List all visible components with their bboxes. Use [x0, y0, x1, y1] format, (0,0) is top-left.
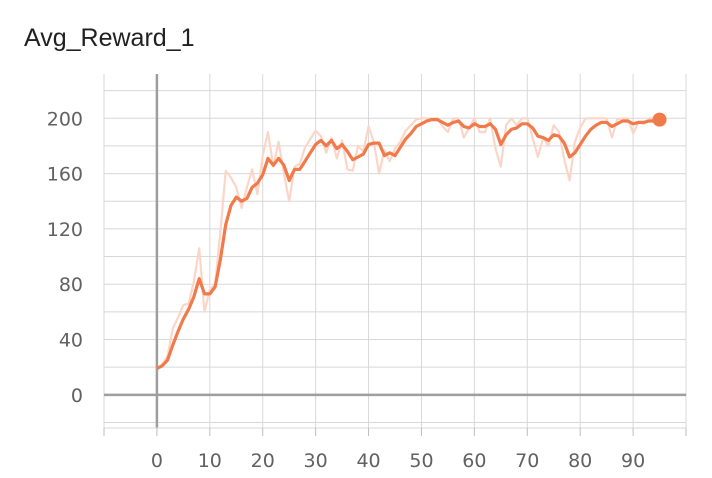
- x-tick-label: 80: [568, 450, 592, 472]
- x-tick-label: 90: [621, 450, 645, 472]
- x-tick-label: 10: [198, 450, 222, 472]
- y-tick-label: 80: [59, 274, 83, 296]
- x-tick-label: 40: [356, 450, 380, 472]
- x-tick-label: 60: [462, 450, 486, 472]
- chart-title: Avg_Reward_1: [24, 24, 195, 52]
- smoothed-series: [156, 112, 667, 370]
- axes: [103, 74, 687, 436]
- x-tick-label: 0: [151, 450, 163, 472]
- y-tick-label: 200: [47, 108, 83, 130]
- x-tick-label: 50: [409, 450, 433, 472]
- y-tick-label: 40: [59, 330, 83, 352]
- x-tick-label: 70: [515, 450, 539, 472]
- y-tick-label: 120: [47, 219, 83, 241]
- y-tick-label: 0: [71, 385, 83, 407]
- raw-series-line: [156, 117, 660, 370]
- y-tick-label: 160: [47, 164, 83, 186]
- x-tick-label: 20: [251, 450, 275, 472]
- x-tick-label: 30: [304, 450, 328, 472]
- tick-labels: 0 10 20 30 40 50 60 70 80 90 0 40 80 120 160 200: [47, 108, 645, 472]
- last-point-marker: [652, 112, 667, 127]
- smoothed-series-line: [156, 118, 660, 370]
- raw-series: [156, 117, 660, 370]
- grid-lines: [103, 74, 687, 428]
